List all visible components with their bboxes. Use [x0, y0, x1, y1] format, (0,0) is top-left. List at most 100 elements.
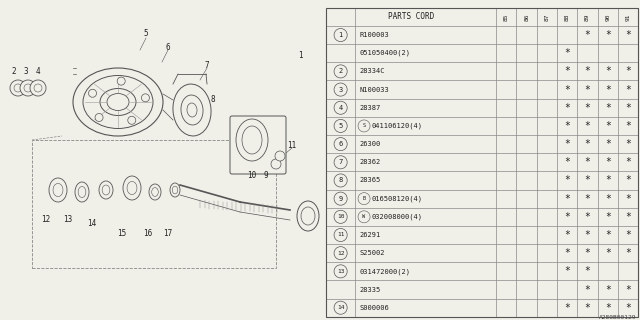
Text: 051050400(2): 051050400(2) [360, 50, 411, 56]
Text: *: * [605, 66, 611, 76]
Circle shape [271, 159, 281, 169]
Text: 4: 4 [36, 68, 40, 76]
Text: *: * [564, 266, 570, 276]
Text: *: * [585, 139, 591, 149]
Text: *: * [605, 194, 611, 204]
Text: *: * [625, 175, 631, 186]
Text: 14: 14 [88, 219, 97, 228]
Text: 032008000(4): 032008000(4) [372, 213, 422, 220]
Text: 28365: 28365 [360, 178, 381, 183]
Text: *: * [585, 266, 591, 276]
Text: 7: 7 [205, 61, 209, 70]
Ellipse shape [236, 119, 268, 161]
Text: *: * [605, 175, 611, 186]
Text: *: * [605, 30, 611, 40]
Text: 26291: 26291 [360, 232, 381, 238]
Text: 10: 10 [337, 214, 344, 219]
Ellipse shape [187, 103, 197, 117]
Text: *: * [625, 66, 631, 76]
Ellipse shape [242, 126, 262, 154]
Text: *: * [585, 284, 591, 294]
Text: *: * [585, 212, 591, 222]
Text: 041106120(4): 041106120(4) [372, 123, 422, 129]
Text: *: * [605, 139, 611, 149]
Circle shape [34, 84, 42, 92]
Text: *: * [585, 303, 591, 313]
Text: 1: 1 [339, 32, 343, 38]
Text: *: * [585, 248, 591, 258]
Ellipse shape [301, 207, 315, 225]
Text: 6: 6 [339, 141, 343, 147]
Text: 26300: 26300 [360, 141, 381, 147]
Text: A280B00129: A280B00129 [599, 315, 637, 320]
Text: *: * [564, 230, 570, 240]
Text: *: * [625, 194, 631, 204]
Ellipse shape [53, 183, 63, 196]
Text: W: W [362, 214, 365, 219]
Text: 17: 17 [163, 228, 173, 237]
Text: 28335: 28335 [360, 286, 381, 292]
Circle shape [117, 77, 125, 85]
Circle shape [95, 114, 103, 122]
Text: *: * [625, 121, 631, 131]
Text: *: * [564, 84, 570, 95]
Text: 12: 12 [42, 215, 51, 225]
Text: *: * [605, 284, 611, 294]
Text: 85: 85 [504, 13, 509, 21]
Text: 6: 6 [166, 44, 170, 52]
Text: 016508120(4): 016508120(4) [372, 196, 422, 202]
Text: *: * [564, 139, 570, 149]
Text: *: * [564, 121, 570, 131]
Text: 13: 13 [337, 269, 344, 274]
Text: 3: 3 [339, 87, 343, 92]
Ellipse shape [127, 181, 137, 195]
FancyBboxPatch shape [230, 116, 286, 174]
Text: *: * [605, 230, 611, 240]
Text: *: * [564, 103, 570, 113]
Text: 14: 14 [337, 305, 344, 310]
Bar [32, 140, 276, 268]
Text: S: S [362, 124, 365, 128]
Text: *: * [625, 30, 631, 40]
Text: 12: 12 [337, 251, 344, 256]
Text: *: * [564, 194, 570, 204]
Text: 88: 88 [564, 13, 570, 21]
Text: PARTS CORD: PARTS CORD [388, 12, 434, 21]
Text: *: * [625, 248, 631, 258]
Ellipse shape [152, 188, 158, 196]
Text: *: * [585, 103, 591, 113]
Text: 28334C: 28334C [360, 68, 385, 74]
Text: 11: 11 [337, 233, 344, 237]
Text: 9: 9 [264, 171, 268, 180]
Ellipse shape [172, 186, 178, 194]
Circle shape [141, 94, 150, 102]
Text: *: * [564, 48, 570, 58]
Text: *: * [625, 157, 631, 167]
Text: 031472000(2): 031472000(2) [360, 268, 411, 275]
Text: *: * [625, 303, 631, 313]
Ellipse shape [99, 181, 113, 199]
Ellipse shape [123, 176, 141, 200]
Text: *: * [625, 212, 631, 222]
Text: 15: 15 [117, 228, 127, 237]
Text: *: * [605, 303, 611, 313]
Text: 28362: 28362 [360, 159, 381, 165]
Text: *: * [625, 284, 631, 294]
Text: 4: 4 [339, 105, 343, 111]
Ellipse shape [49, 178, 67, 202]
Text: 13: 13 [63, 215, 72, 225]
Ellipse shape [173, 84, 211, 136]
Text: *: * [605, 121, 611, 131]
Text: *: * [564, 248, 570, 258]
Text: B: B [362, 196, 365, 201]
Text: *: * [564, 175, 570, 186]
Text: 28387: 28387 [360, 105, 381, 111]
Ellipse shape [100, 89, 136, 116]
Text: N100033: N100033 [360, 87, 389, 92]
Text: *: * [625, 103, 631, 113]
Text: *: * [605, 248, 611, 258]
Text: *: * [585, 157, 591, 167]
Text: *: * [605, 103, 611, 113]
Ellipse shape [83, 76, 153, 129]
Text: 10: 10 [248, 171, 257, 180]
